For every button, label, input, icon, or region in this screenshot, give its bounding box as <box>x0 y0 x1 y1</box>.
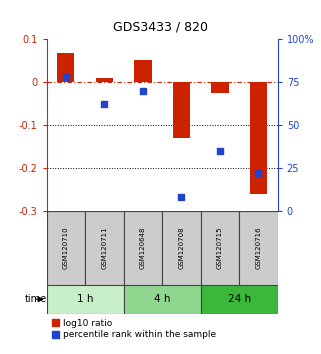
Text: GSM120710: GSM120710 <box>63 227 69 269</box>
Text: 4 h: 4 h <box>154 294 170 304</box>
Legend: log10 ratio, percentile rank within the sample: log10 ratio, percentile rank within the … <box>51 318 217 340</box>
Text: GSM120716: GSM120716 <box>256 227 261 269</box>
Point <box>63 74 68 80</box>
Bar <box>173 82 190 138</box>
Point <box>102 102 107 107</box>
Bar <box>47 285 124 314</box>
Bar <box>211 82 229 93</box>
Bar <box>96 78 113 82</box>
Bar <box>85 211 124 285</box>
Text: GDS3433 / 820: GDS3433 / 820 <box>113 20 208 33</box>
Bar <box>124 211 162 285</box>
Text: GSM120708: GSM120708 <box>178 227 184 269</box>
Bar <box>250 82 267 194</box>
Text: time: time <box>24 294 47 304</box>
Bar <box>201 285 278 314</box>
Bar <box>124 285 201 314</box>
Text: GSM120648: GSM120648 <box>140 227 146 269</box>
Bar <box>162 211 201 285</box>
Point <box>179 194 184 200</box>
Bar <box>134 61 152 82</box>
Bar <box>47 211 85 285</box>
Text: GSM120715: GSM120715 <box>217 227 223 269</box>
Bar <box>239 211 278 285</box>
Point <box>256 170 261 176</box>
Point <box>217 148 222 154</box>
Bar <box>201 211 239 285</box>
Text: GSM120711: GSM120711 <box>101 227 107 269</box>
Bar <box>57 53 74 82</box>
Text: 1 h: 1 h <box>77 294 93 304</box>
Point <box>140 88 145 93</box>
Text: 24 h: 24 h <box>228 294 251 304</box>
